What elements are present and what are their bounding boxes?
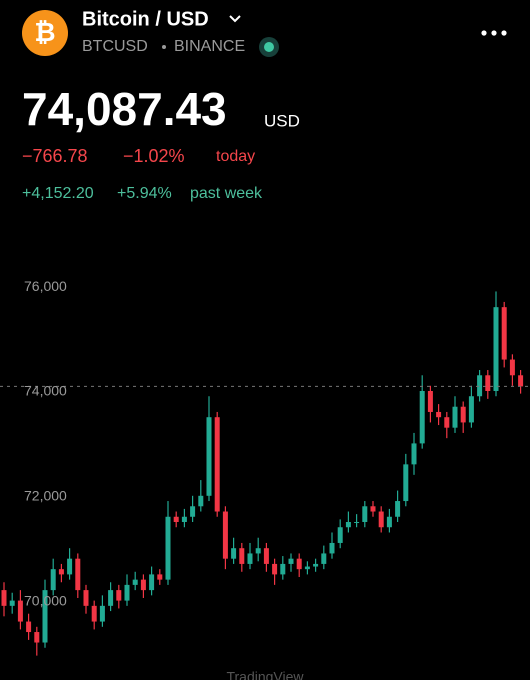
candle-body	[231, 548, 237, 559]
exchange: BINANCE	[174, 38, 245, 55]
candle-body	[58, 569, 64, 575]
candle-body	[444, 417, 450, 428]
y-tick-label: 74,000	[24, 383, 67, 399]
candle-body	[518, 375, 524, 387]
logo	[22, 10, 68, 56]
candle-body	[190, 506, 196, 517]
candle-body	[214, 417, 220, 512]
candle-body	[181, 516, 187, 522]
candle-body	[427, 391, 433, 412]
candle-body	[354, 522, 360, 523]
candle-body	[116, 590, 122, 601]
candle-body	[42, 590, 48, 643]
candle-body	[17, 600, 23, 622]
price: 74,087.43	[22, 83, 227, 135]
candle-body	[345, 522, 351, 528]
y-tick-label: 72,000	[24, 488, 67, 504]
candle-body	[296, 558, 302, 570]
candle-body	[83, 590, 89, 606]
candle-body	[222, 511, 228, 559]
currency: USD	[264, 111, 300, 130]
candle-body	[468, 396, 474, 423]
candle-body	[460, 406, 466, 423]
title[interactable]: Bitcoin / USD	[82, 8, 209, 30]
candle-body	[206, 417, 212, 496]
candle-body	[157, 574, 163, 580]
candle-body	[386, 516, 392, 528]
candle-body	[149, 574, 155, 591]
candle-body	[280, 563, 286, 575]
candle-body	[75, 558, 81, 591]
chart: 70,000 72,000 74,000 76,000	[0, 278, 530, 656]
y-tick-label: 76,000	[24, 278, 67, 294]
candle-body	[247, 553, 253, 564]
candle-body	[395, 501, 401, 517]
candle-body	[173, 516, 179, 522]
candle-body	[108, 590, 114, 606]
candle-body	[411, 443, 417, 465]
candle-body	[9, 600, 15, 606]
more-menu[interactable]	[481, 30, 507, 36]
candle-body	[124, 584, 130, 601]
candle-body	[165, 516, 171, 580]
candle-body	[493, 307, 499, 391]
week-change-pct: +5.94%	[117, 185, 172, 202]
candle-body	[132, 579, 138, 585]
y-tick-label: 70,000	[24, 592, 67, 608]
week-change: +4,152.20	[22, 185, 94, 202]
candle-body	[140, 579, 146, 591]
candle-body	[198, 495, 204, 507]
candle-body	[272, 563, 278, 575]
candle-body	[1, 590, 7, 606]
day-change-pct: −1.02%	[123, 146, 185, 166]
logo-symbol: ₿	[34, 17, 55, 47]
status-dot	[264, 42, 274, 52]
candle-body	[263, 548, 269, 564]
candle-body	[419, 391, 425, 444]
candle-body	[255, 548, 261, 554]
candle-body	[501, 307, 507, 360]
candle-body	[452, 406, 458, 428]
candle-body	[67, 558, 73, 575]
day-change: −766.78	[22, 146, 88, 166]
candle-body	[288, 558, 294, 564]
candle-body	[26, 621, 32, 633]
candle-body	[477, 375, 483, 397]
candle-body	[337, 527, 343, 543]
day-label: today	[216, 148, 255, 165]
candle-body	[436, 411, 442, 418]
candle-body	[34, 632, 40, 643]
candle-body	[370, 506, 376, 512]
week-label: past week	[190, 185, 263, 202]
candle-body	[329, 542, 335, 554]
candle-body	[403, 464, 409, 502]
candle-body	[91, 605, 97, 622]
candle-body	[362, 506, 368, 522]
candle-body	[99, 605, 105, 622]
candle-body	[313, 563, 319, 567]
candle-body	[509, 359, 515, 376]
watermark: TradingView	[226, 669, 304, 680]
candle-body	[485, 375, 491, 391]
candle-body	[239, 548, 245, 564]
chevron[interactable]	[229, 15, 241, 23]
candle-body	[304, 566, 310, 570]
symbol: BTCUSD	[82, 38, 148, 55]
candle-body	[378, 511, 384, 528]
separator	[162, 45, 166, 49]
candle-body	[50, 569, 56, 591]
candle-body	[321, 553, 327, 564]
